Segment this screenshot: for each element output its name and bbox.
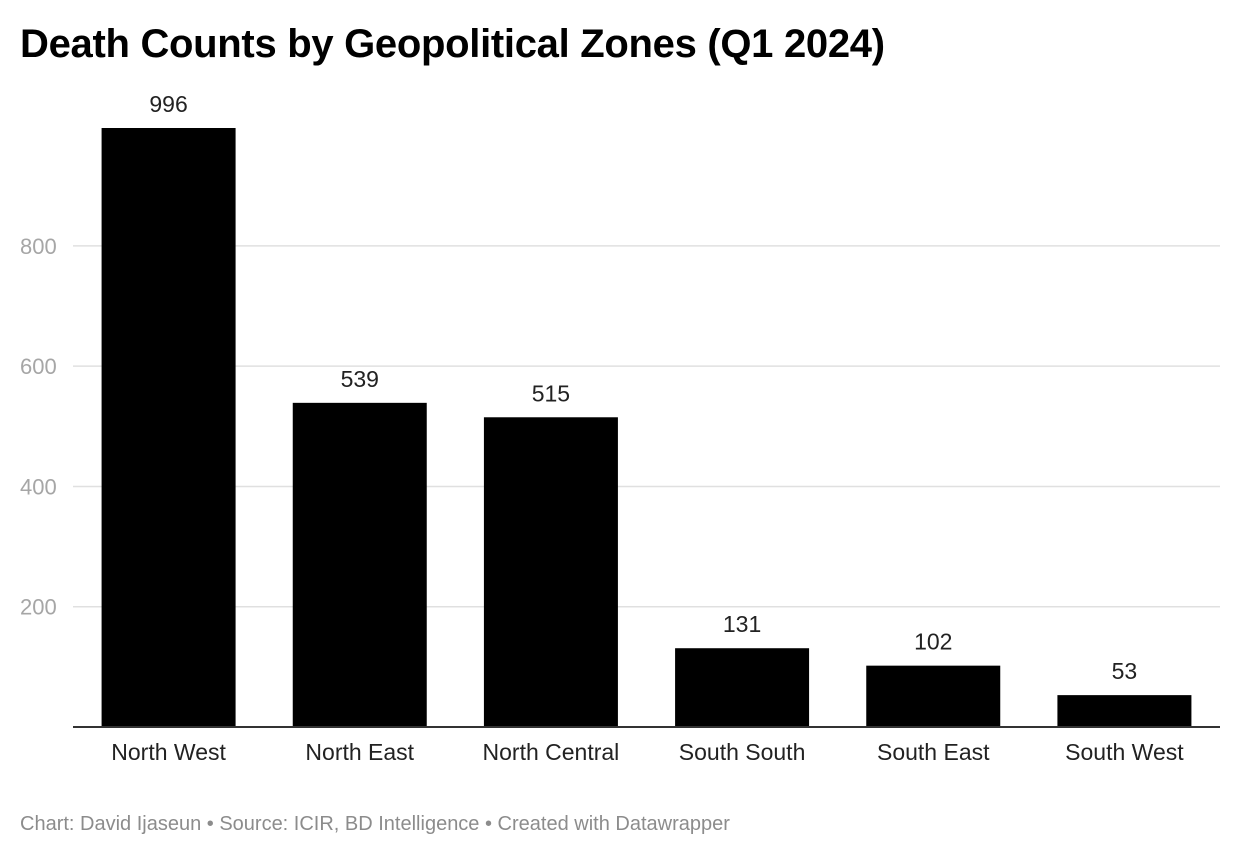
y-tick-label: 800 (20, 234, 57, 259)
bar-chart: 200 400 600 800 996 North West 539 North East 5… (20, 91, 1220, 765)
chart-credit: Chart: David Ijaseun • Source: ICIR, BD … (20, 813, 730, 835)
bar-value-label: 539 (341, 366, 379, 392)
bar (675, 648, 810, 727)
labels: 996 North West 539 North East 515 North Centr… (73, 91, 1220, 765)
bar (101, 128, 236, 727)
x-category-label: North Central (483, 739, 620, 765)
bar-value-label: 102 (914, 629, 952, 655)
y-tick-label: 600 (20, 354, 57, 379)
y-tick-label: 200 (20, 595, 57, 620)
bar-value-label: 53 (1112, 658, 1138, 684)
chart-title: Death Counts by Geopolitical Zones (Q1 2… (20, 22, 885, 66)
bar-value-label: 515 (532, 380, 570, 406)
bar (292, 402, 427, 727)
bar-value-label: 131 (723, 611, 761, 637)
x-category-label: South East (877, 739, 990, 765)
y-tick-label: 400 (20, 474, 57, 499)
bar (483, 417, 618, 727)
x-category-label: North East (305, 739, 414, 765)
x-category-label: North West (111, 739, 226, 765)
x-category-label: South South (679, 739, 806, 765)
bar-value-label: 996 (149, 91, 187, 117)
x-category-label: South West (1065, 739, 1184, 765)
bar (1057, 695, 1192, 727)
bar (866, 665, 1001, 727)
gridlines: 200 400 600 800 (20, 234, 1220, 620)
bars (101, 128, 1192, 727)
